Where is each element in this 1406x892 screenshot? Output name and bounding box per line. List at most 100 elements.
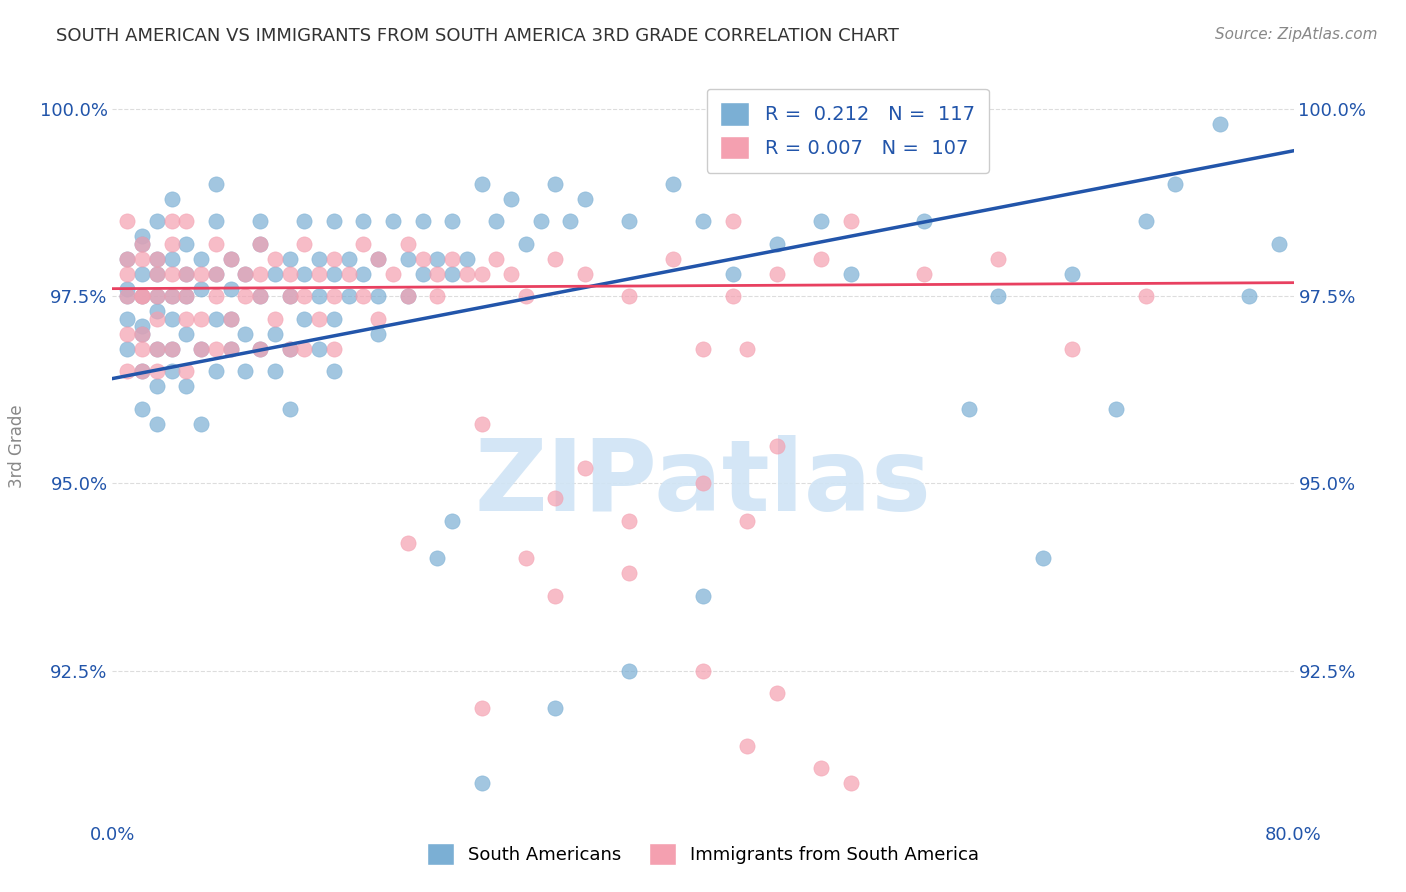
Text: SOUTH AMERICAN VS IMMIGRANTS FROM SOUTH AMERICA 3RD GRADE CORRELATION CHART: SOUTH AMERICAN VS IMMIGRANTS FROM SOUTH … [56,27,898,45]
Point [174,236,197,251]
Point [766,236,789,251]
Point [117,214,138,228]
Point [737,342,759,356]
Point [131,326,153,341]
Point [396,236,419,251]
Point [205,342,228,356]
Point [337,252,360,266]
Point [367,311,389,326]
Point [174,311,197,326]
Point [278,289,301,303]
Point [233,267,256,281]
Point [146,417,169,431]
Point [131,289,153,303]
Point [426,289,449,303]
Point [692,476,714,491]
Y-axis label: 3rd Grade: 3rd Grade [7,404,25,488]
Point [174,326,197,341]
Point [323,289,346,303]
Point [308,267,330,281]
Point [131,364,153,378]
Text: ZIPatlas: ZIPatlas [475,435,931,532]
Point [131,319,153,334]
Point [914,214,936,228]
Point [146,289,169,303]
Point [160,252,183,266]
Point [278,401,301,416]
Point [396,289,419,303]
Point [839,214,862,228]
Point [515,289,537,303]
Point [1032,551,1054,566]
Point [292,236,315,251]
Point [426,551,449,566]
Point [1135,214,1157,228]
Point [205,177,228,191]
Point [205,311,228,326]
Point [249,342,271,356]
Point [574,192,596,206]
Point [205,236,228,251]
Point [219,252,242,266]
Point [766,267,789,281]
Point [160,236,183,251]
Point [146,342,169,356]
Point [146,304,169,318]
Point [146,311,169,326]
Point [174,289,197,303]
Point [219,282,242,296]
Point [249,342,271,356]
Point [396,536,419,550]
Point [544,491,567,506]
Point [544,177,567,191]
Point [160,214,183,228]
Point [1062,342,1084,356]
Point [117,289,138,303]
Point [278,267,301,281]
Point [382,214,405,228]
Point [308,252,330,266]
Point [574,267,596,281]
Point [1164,177,1187,191]
Point [810,214,832,228]
Point [766,439,789,453]
Point [839,267,862,281]
Point [205,364,228,378]
Point [352,267,374,281]
Point [308,289,330,303]
Point [146,252,169,266]
Point [544,589,567,603]
Point [131,252,153,266]
Point [117,282,138,296]
Point [323,311,346,326]
Point [1268,236,1291,251]
Point [456,252,478,266]
Point [619,514,641,528]
Point [737,739,759,753]
Point [352,289,374,303]
Point [278,289,301,303]
Point [426,267,449,281]
Point [411,267,433,281]
Point [117,252,138,266]
Point [721,214,744,228]
Point [278,342,301,356]
Point [117,267,138,281]
Point [249,236,271,251]
Point [117,342,138,356]
Point [160,311,183,326]
Point [205,267,228,281]
Point [308,342,330,356]
Point [544,252,567,266]
Point [662,252,685,266]
Point [146,267,169,281]
Point [174,214,197,228]
Point [160,267,183,281]
Point [190,342,212,356]
Point [131,236,153,251]
Point [249,289,271,303]
Point [839,776,862,790]
Point [190,267,212,281]
Point [219,252,242,266]
Point [131,267,153,281]
